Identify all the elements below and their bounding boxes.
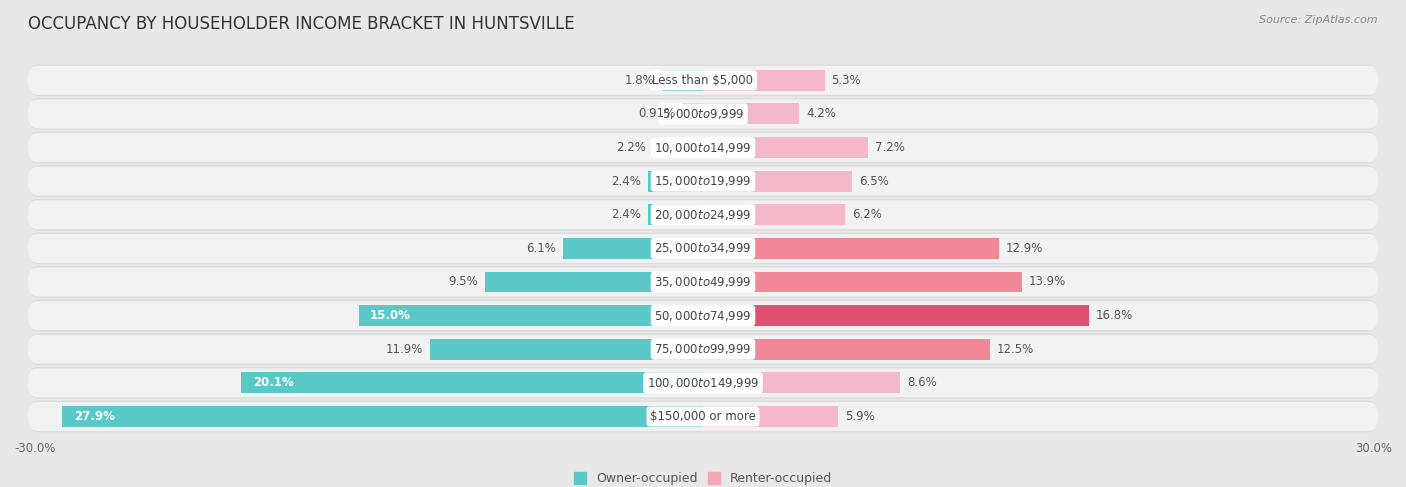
- Text: $35,000 to $49,999: $35,000 to $49,999: [654, 275, 752, 289]
- Bar: [703, 238, 1000, 259]
- Text: 2.4%: 2.4%: [612, 175, 641, 187]
- Legend: Owner-occupied, Renter-occupied: Owner-occupied, Renter-occupied: [574, 472, 832, 485]
- Text: 2.2%: 2.2%: [616, 141, 645, 154]
- Bar: [703, 373, 900, 393]
- Text: $15,000 to $19,999: $15,000 to $19,999: [654, 174, 752, 188]
- Text: 2.4%: 2.4%: [612, 208, 641, 221]
- FancyBboxPatch shape: [28, 234, 1378, 263]
- FancyBboxPatch shape: [28, 233, 1378, 264]
- Text: $5,000 to $9,999: $5,000 to $9,999: [662, 107, 744, 121]
- Bar: [562, 238, 703, 259]
- Text: 16.8%: 16.8%: [1095, 309, 1133, 322]
- Text: 6.1%: 6.1%: [526, 242, 555, 255]
- FancyBboxPatch shape: [28, 131, 1378, 163]
- Text: $150,000 or more: $150,000 or more: [650, 410, 756, 423]
- FancyBboxPatch shape: [28, 335, 1378, 364]
- FancyBboxPatch shape: [28, 166, 1378, 197]
- Bar: [703, 171, 852, 191]
- FancyBboxPatch shape: [28, 167, 1378, 196]
- Bar: [62, 406, 703, 427]
- Bar: [703, 305, 1088, 326]
- Text: $50,000 to $74,999: $50,000 to $74,999: [654, 309, 752, 322]
- Text: 30.0%: 30.0%: [1355, 442, 1392, 455]
- Text: -30.0%: -30.0%: [14, 442, 55, 455]
- Text: $25,000 to $34,999: $25,000 to $34,999: [654, 242, 752, 255]
- Text: 20.1%: 20.1%: [253, 376, 294, 389]
- Text: 8.6%: 8.6%: [907, 376, 938, 389]
- FancyBboxPatch shape: [28, 64, 1378, 96]
- Bar: [682, 103, 703, 124]
- FancyBboxPatch shape: [28, 334, 1378, 365]
- Bar: [662, 70, 703, 91]
- FancyBboxPatch shape: [28, 267, 1378, 297]
- Bar: [242, 373, 703, 393]
- FancyBboxPatch shape: [28, 301, 1378, 330]
- FancyBboxPatch shape: [28, 99, 1378, 129]
- FancyBboxPatch shape: [28, 266, 1378, 298]
- FancyBboxPatch shape: [28, 66, 1378, 95]
- Bar: [648, 205, 703, 225]
- Text: 15.0%: 15.0%: [370, 309, 411, 322]
- Text: Source: ZipAtlas.com: Source: ZipAtlas.com: [1260, 15, 1378, 25]
- Text: $75,000 to $99,999: $75,000 to $99,999: [654, 342, 752, 356]
- Bar: [703, 339, 990, 359]
- Text: 1.8%: 1.8%: [626, 74, 655, 87]
- FancyBboxPatch shape: [28, 367, 1378, 399]
- FancyBboxPatch shape: [28, 199, 1378, 230]
- Bar: [703, 205, 845, 225]
- Bar: [703, 406, 838, 427]
- Text: $100,000 to $149,999: $100,000 to $149,999: [647, 376, 759, 390]
- Text: 11.9%: 11.9%: [385, 343, 423, 356]
- Text: 0.91%: 0.91%: [638, 108, 675, 120]
- Text: 27.9%: 27.9%: [73, 410, 115, 423]
- Bar: [703, 137, 869, 158]
- Bar: [485, 272, 703, 292]
- FancyBboxPatch shape: [28, 402, 1378, 431]
- Text: 13.9%: 13.9%: [1029, 276, 1066, 288]
- Text: Less than $5,000: Less than $5,000: [652, 74, 754, 87]
- FancyBboxPatch shape: [28, 368, 1378, 397]
- Text: 4.2%: 4.2%: [807, 108, 837, 120]
- Text: OCCUPANCY BY HOUSEHOLDER INCOME BRACKET IN HUNTSVILLE: OCCUPANCY BY HOUSEHOLDER INCOME BRACKET …: [28, 15, 575, 33]
- Text: $10,000 to $14,999: $10,000 to $14,999: [654, 141, 752, 154]
- Text: 5.3%: 5.3%: [831, 74, 862, 87]
- Text: 12.9%: 12.9%: [1007, 242, 1043, 255]
- Text: $20,000 to $24,999: $20,000 to $24,999: [654, 208, 752, 222]
- Bar: [703, 70, 825, 91]
- Bar: [359, 305, 703, 326]
- Text: 5.9%: 5.9%: [845, 410, 875, 423]
- Bar: [703, 103, 800, 124]
- Text: 12.5%: 12.5%: [997, 343, 1035, 356]
- FancyBboxPatch shape: [28, 98, 1378, 130]
- Bar: [703, 272, 1022, 292]
- Text: 6.5%: 6.5%: [859, 175, 889, 187]
- Text: 9.5%: 9.5%: [449, 276, 478, 288]
- FancyBboxPatch shape: [28, 133, 1378, 162]
- Bar: [648, 171, 703, 191]
- Bar: [430, 339, 703, 359]
- FancyBboxPatch shape: [28, 200, 1378, 229]
- FancyBboxPatch shape: [28, 401, 1378, 432]
- Text: 7.2%: 7.2%: [875, 141, 905, 154]
- Bar: [652, 137, 703, 158]
- FancyBboxPatch shape: [28, 300, 1378, 331]
- Text: 6.2%: 6.2%: [852, 208, 882, 221]
